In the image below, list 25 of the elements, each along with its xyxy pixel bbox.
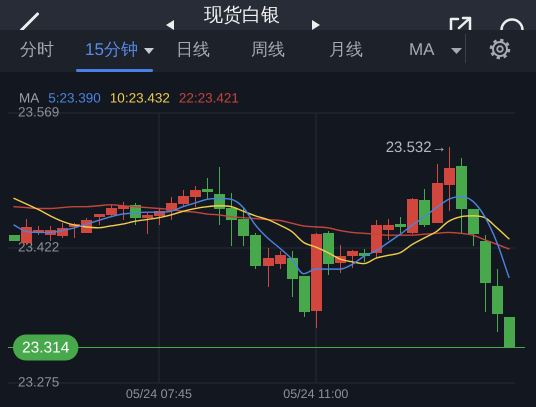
candlestick xyxy=(202,178,213,199)
y-tick-label: 23.275 xyxy=(18,374,60,390)
x-tick-label: 05/24 07:45 xyxy=(126,386,192,401)
text: 22:23.421 xyxy=(178,90,239,106)
text: 10:23.432 xyxy=(110,90,170,106)
text: MA xyxy=(409,40,434,60)
chart-title: 现货白银 xyxy=(204,4,280,28)
y-tick-label: 23.569 xyxy=(18,104,60,120)
line-series xyxy=(13,198,510,264)
text: 日线 xyxy=(176,40,210,60)
text: 周线 xyxy=(251,40,285,60)
legend-title: MA xyxy=(19,90,40,106)
ref-line-label: 23.314 xyxy=(22,339,70,356)
annotation: 23.532→ xyxy=(386,139,447,156)
candlestick xyxy=(480,235,491,312)
text: 分时 xyxy=(20,40,54,60)
text: 月线 xyxy=(329,40,363,60)
line-series xyxy=(13,196,510,278)
text: 5:23.390 xyxy=(48,90,101,106)
text: 15分钟 xyxy=(85,40,138,60)
candlestick xyxy=(492,269,503,332)
x-tick-label: 05/24 11:00 xyxy=(283,386,348,401)
candlestick xyxy=(395,217,406,233)
candlestick xyxy=(9,235,20,241)
line-series xyxy=(13,204,510,250)
